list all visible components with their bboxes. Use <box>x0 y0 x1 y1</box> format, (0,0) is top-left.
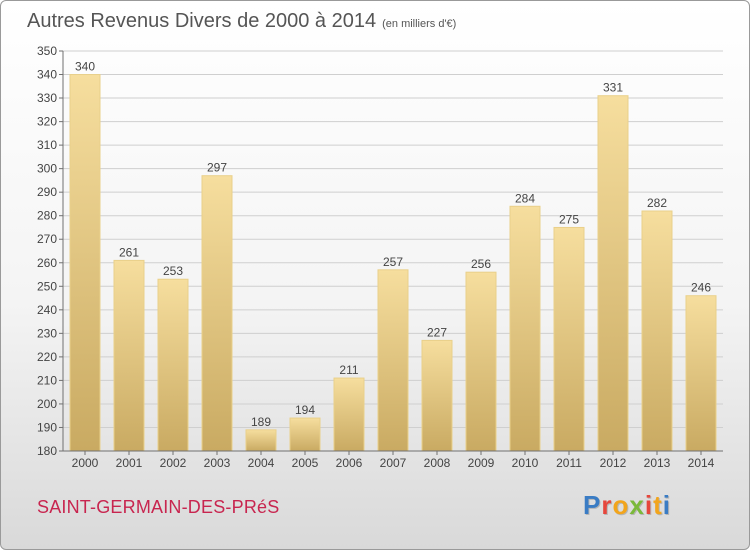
x-tick-label: 2013 <box>644 456 671 470</box>
bar-value-label: 261 <box>119 245 139 259</box>
bar-value-label: 211 <box>339 363 358 377</box>
bar-value-label: 282 <box>647 196 667 210</box>
x-tick-label: 2006 <box>336 456 363 470</box>
y-tick-label: 220 <box>37 350 57 364</box>
bars <box>69 74 717 452</box>
axes <box>59 50 723 455</box>
x-tick-label: 2010 <box>512 456 539 470</box>
bar <box>465 271 497 452</box>
y-tick-label: 330 <box>37 91 57 105</box>
chart-unit: (en milliers d'€) <box>382 18 457 30</box>
logo-letter: t <box>653 490 663 520</box>
y-tick-label: 290 <box>37 185 57 199</box>
proxiti-logo[interactable]: Proxiti <box>583 490 671 521</box>
y-tick-label: 250 <box>37 279 57 293</box>
y-tick-label: 200 <box>37 397 57 411</box>
bar <box>377 269 409 452</box>
bar-value-label: 256 <box>471 257 491 271</box>
bar <box>157 278 189 452</box>
bar-value-label: 257 <box>383 255 403 269</box>
bar-value-label: 253 <box>163 264 183 278</box>
y-tick-label: 350 <box>37 44 57 58</box>
bar <box>421 339 453 452</box>
y-tick-label: 190 <box>37 420 57 434</box>
x-tick-label: 2004 <box>248 456 275 470</box>
chart-title: Autres Revenus Divers de 2000 à 2014 (en … <box>27 10 456 33</box>
logo-letter: x <box>629 490 645 520</box>
logo-letter: P <box>583 490 602 520</box>
y-tick-label: 230 <box>37 326 57 340</box>
bar <box>685 295 717 452</box>
commune-name: SAINT-GERMAIN-DES-PRéS <box>37 497 280 517</box>
bar <box>333 377 365 452</box>
bar <box>245 429 277 452</box>
bar-value-label: 275 <box>559 212 579 226</box>
x-tick-label: 2002 <box>160 456 187 470</box>
y-tick-label: 260 <box>37 256 57 270</box>
y-tick-label: 310 <box>37 138 57 152</box>
y-tick-label: 280 <box>37 209 57 223</box>
bar <box>509 205 541 452</box>
x-tick-label: 2000 <box>72 456 99 470</box>
x-tick-label: 2009 <box>468 456 495 470</box>
y-tick-label: 180 <box>37 444 57 458</box>
bar-value-label: 227 <box>427 325 447 339</box>
bar <box>113 259 145 452</box>
x-tick-label: 2014 <box>688 456 715 470</box>
bar <box>641 210 673 452</box>
y-tick-label: 240 <box>37 303 57 317</box>
bar <box>201 175 233 452</box>
bar-value-label: 189 <box>251 415 271 429</box>
chart-title-text: Autres Revenus Divers de 2000 à 2014 <box>27 10 377 32</box>
y-tick-label: 340 <box>37 68 57 82</box>
x-tick-label: 2007 <box>380 456 407 470</box>
x-tick-label: 2012 <box>600 456 627 470</box>
bar-value-label: 284 <box>515 191 535 205</box>
logo-letter: r <box>601 490 613 520</box>
logo-letter: i <box>662 490 671 520</box>
logo-letter: i <box>644 490 654 520</box>
bar-value-label: 297 <box>207 161 227 175</box>
x-tick-label: 2001 <box>116 456 143 470</box>
bar-value-label: 246 <box>691 281 711 295</box>
x-tick-label: 2008 <box>424 456 451 470</box>
y-tick-label: 270 <box>37 232 57 246</box>
bar <box>289 417 321 452</box>
x-tick-label: 2005 <box>292 456 319 470</box>
labels: 180 190 200 210 220 230 240 250 260 270 280 290 300 3… <box>37 44 715 470</box>
x-tick-label: 2011 <box>556 456 582 470</box>
bar-value-label: 340 <box>75 60 95 74</box>
bar-value-label: 194 <box>295 403 315 417</box>
y-tick-label: 210 <box>37 373 57 387</box>
y-tick-label: 300 <box>37 162 57 176</box>
bar-value-label: 331 <box>603 81 623 95</box>
logo-letter: o <box>612 490 630 520</box>
x-tick-label: 2003 <box>204 456 231 470</box>
bar <box>69 74 101 452</box>
bar <box>553 226 585 452</box>
bar <box>597 95 629 452</box>
y-tick-label: 320 <box>37 115 57 129</box>
